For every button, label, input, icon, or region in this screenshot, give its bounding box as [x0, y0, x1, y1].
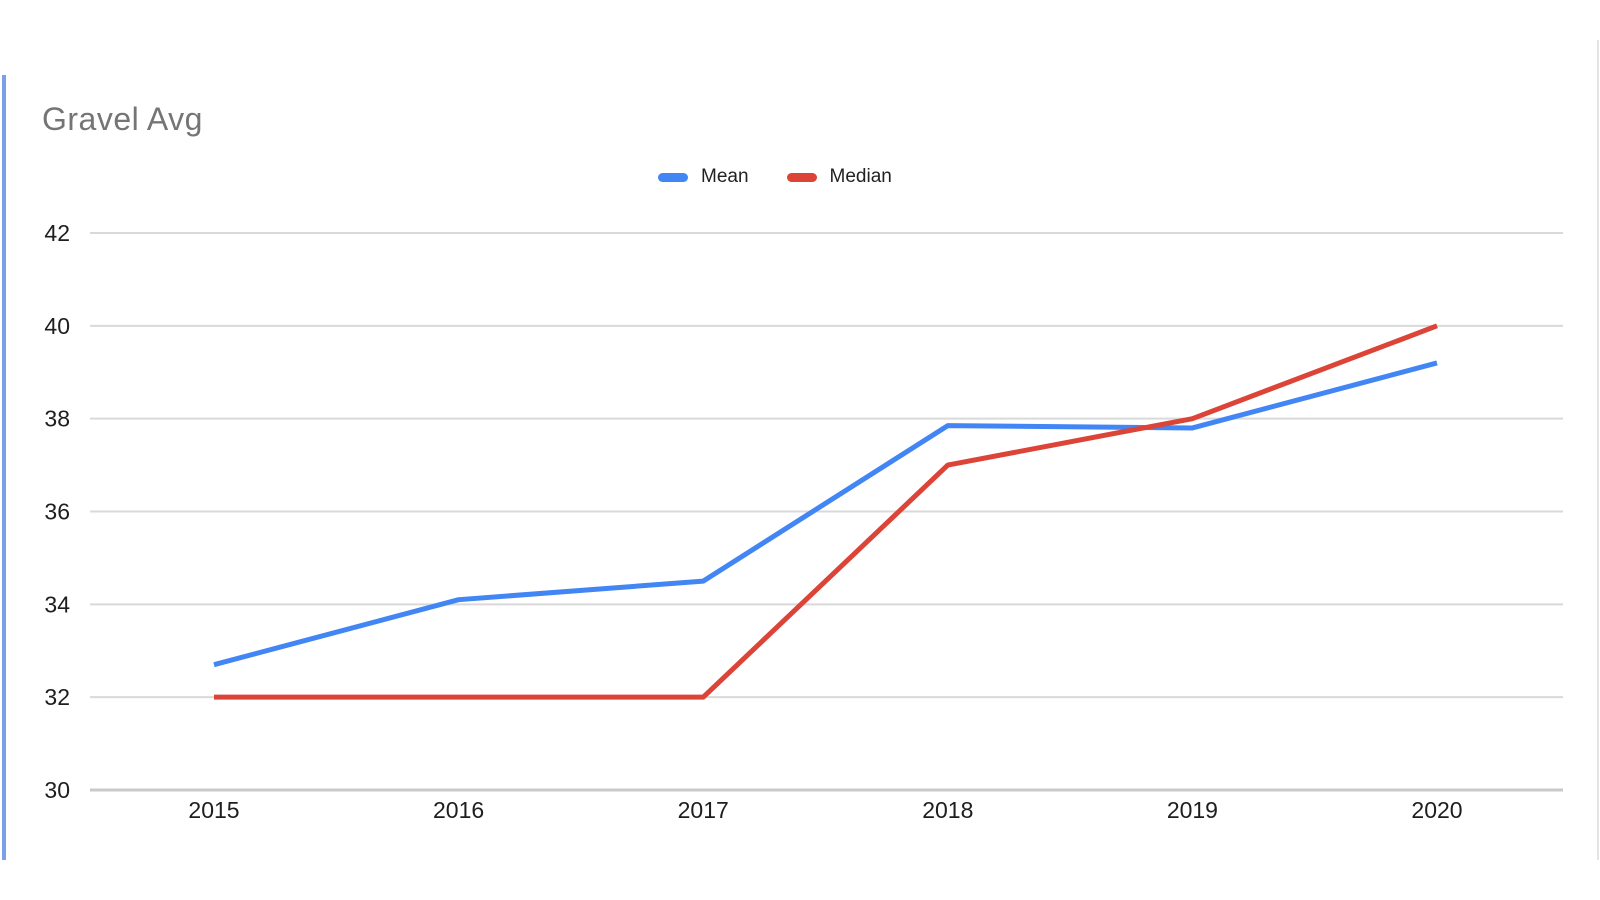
selection-highlight-bar — [2, 75, 6, 860]
y-axis-tick-label: 36 — [44, 499, 70, 525]
legend-label-median: Median — [829, 166, 892, 187]
legend-item-mean[interactable]: Mean — [658, 166, 749, 188]
y-axis-tick-label: 32 — [44, 684, 70, 710]
x-axis-tick-label: 2017 — [678, 797, 729, 823]
x-axis-tick-label: 2019 — [1167, 797, 1218, 823]
median-series-swatch-icon — [786, 172, 817, 182]
legend-item-median[interactable]: Median — [786, 166, 892, 188]
x-axis-tick-label: 2015 — [188, 797, 239, 823]
x-axis-tick-label: 2016 — [433, 797, 484, 823]
y-axis-tick-label: 38 — [44, 406, 70, 432]
container-border-right — [1597, 40, 1599, 860]
median-series-line[interactable] — [214, 323, 1438, 700]
x-axis-tick-label: 2020 — [1411, 797, 1462, 823]
mean-series-swatch-icon — [658, 172, 688, 182]
x-axis-tick-label: 2018 — [922, 797, 973, 823]
y-axis-tick-label: 40 — [44, 313, 70, 339]
legend: Mean Median — [658, 166, 892, 188]
legend-label-mean: Mean — [701, 166, 749, 187]
chart-title: Gravel Avg — [42, 101, 203, 137]
y-axis-tick-label: 30 — [44, 777, 70, 803]
y-axis-tick-label: 34 — [44, 591, 70, 617]
y-axis-tick-label: 42 — [44, 220, 70, 246]
mean-series-line[interactable] — [213, 360, 1438, 668]
